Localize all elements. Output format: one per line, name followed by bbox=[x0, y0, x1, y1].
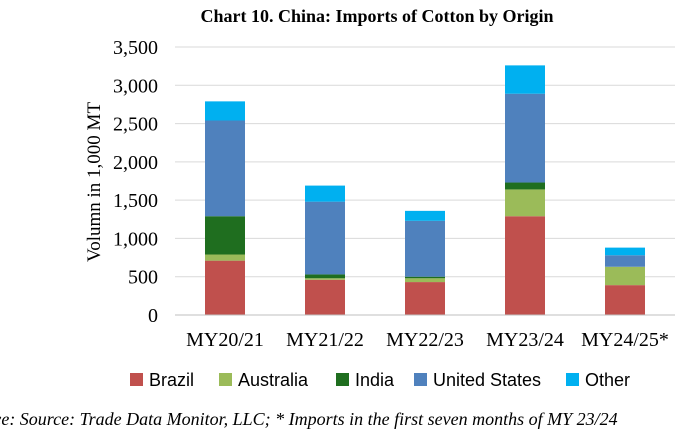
x-tick-label: MY24/25* bbox=[581, 329, 669, 351]
legend-swatch bbox=[130, 373, 143, 386]
legend-item: Brazil bbox=[130, 370, 194, 390]
bar-segment-brazil bbox=[205, 260, 245, 315]
bar-segment-other bbox=[205, 101, 245, 121]
y-tick-label: 0 bbox=[148, 305, 158, 327]
bar-segment-brazil bbox=[605, 285, 645, 315]
legend-label: Australia bbox=[238, 370, 309, 390]
y-tick-label: 3,000 bbox=[113, 75, 158, 97]
x-tick-label: MY20/21 bbox=[186, 329, 264, 351]
x-tick-labels: MY20/21 MY21/22 MY22/23 MY23/24 MY24/25* bbox=[186, 329, 669, 351]
bar-segment-india bbox=[205, 216, 245, 255]
bar-segment-australia bbox=[305, 278, 345, 280]
bar-segment-brazil bbox=[505, 216, 545, 315]
bar-segment-india bbox=[305, 274, 345, 279]
bar-segment-other bbox=[405, 210, 445, 221]
bar-segment-australia bbox=[505, 189, 545, 217]
y-tick-label: 1,500 bbox=[113, 190, 158, 212]
y-tick-label: 500 bbox=[128, 267, 158, 289]
chart-title: Chart 10. China: Imports of Cotton by Or… bbox=[200, 6, 553, 26]
x-tick-label: MY22/23 bbox=[386, 329, 464, 351]
bar-segment-united-states bbox=[405, 220, 445, 277]
legend-swatch bbox=[414, 373, 427, 386]
y-axis-label: Volumn in 1,000 MT bbox=[84, 102, 105, 263]
y-tick-label: 1,000 bbox=[113, 228, 158, 250]
legend-item: Other bbox=[566, 370, 630, 390]
bar-segment-brazil bbox=[305, 279, 345, 315]
y-tick-labels: 0 500 1,000 1,500 2,000 2,500 3,000 3,500 bbox=[113, 37, 158, 327]
legend-label: Other bbox=[585, 370, 630, 390]
bar-segment-india bbox=[505, 182, 545, 190]
bar-segment-india bbox=[405, 276, 445, 279]
legend-swatch bbox=[336, 373, 349, 386]
legend-item: Australia bbox=[219, 370, 309, 390]
legend-item: India bbox=[336, 370, 395, 390]
y-tick-label: 2,500 bbox=[113, 114, 158, 136]
bar-segment-australia bbox=[605, 266, 645, 286]
x-tick-label: MY23/24 bbox=[486, 329, 564, 351]
y-tick-label: 2,000 bbox=[113, 152, 158, 174]
legend-label: Brazil bbox=[149, 370, 194, 390]
bar-segment-other bbox=[605, 247, 645, 256]
gridlines bbox=[175, 46, 675, 278]
legend-item: United States bbox=[414, 370, 541, 390]
bar-segment-other bbox=[505, 65, 545, 94]
bar-segment-united-states bbox=[505, 93, 545, 183]
source-note: Source: Source: Trade Data Monitor, LLC;… bbox=[0, 409, 618, 429]
bar-segment-australia bbox=[405, 278, 445, 283]
legend-label: United States bbox=[433, 370, 541, 390]
legend-swatch bbox=[219, 373, 232, 386]
legend: Brazil Australia India United States Other bbox=[130, 370, 630, 390]
bar-segment-united-states bbox=[605, 255, 645, 267]
x-tick-label: MY21/22 bbox=[286, 329, 364, 351]
bars bbox=[205, 65, 645, 315]
legend-label: India bbox=[355, 370, 395, 390]
y-tick-label: 3,500 bbox=[113, 37, 158, 59]
bar-segment-united-states bbox=[305, 201, 345, 275]
legend-swatch bbox=[566, 373, 579, 386]
bar-segment-brazil bbox=[405, 282, 445, 315]
bar-segment-other bbox=[305, 185, 345, 202]
bar-segment-united-states bbox=[205, 120, 245, 217]
bar-segment-australia bbox=[205, 254, 245, 261]
